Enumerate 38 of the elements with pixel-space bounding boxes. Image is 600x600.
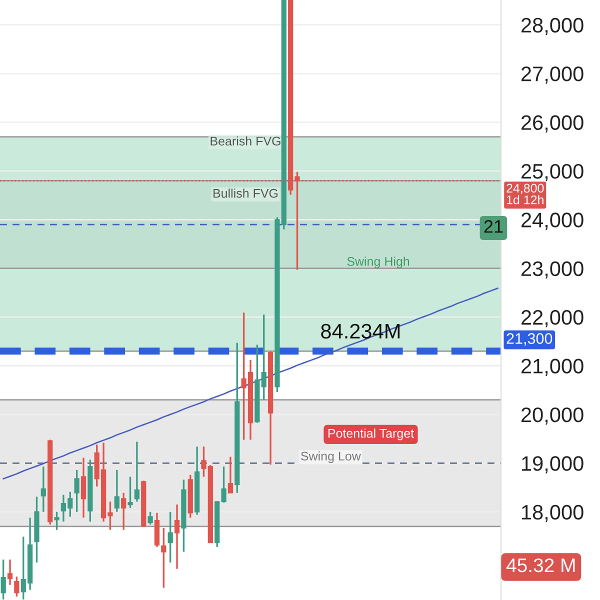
candlestick xyxy=(261,314,266,401)
y-tick-label: 27,000 xyxy=(521,66,584,84)
candlestick xyxy=(161,527,166,589)
candlestick xyxy=(80,456,86,519)
candlestick xyxy=(54,511,60,531)
y-tick-label: 22,000 xyxy=(521,310,584,328)
y-tick-label: 21,000 xyxy=(521,358,584,376)
y-tick-label: 26,000 xyxy=(521,115,584,132)
candlestick xyxy=(228,456,234,494)
annotation: 21 xyxy=(484,220,503,233)
candlestick xyxy=(74,469,80,513)
annotation: Bearish FVG xyxy=(210,136,280,146)
candlestick xyxy=(40,466,46,513)
y-tick-label: 23,000 xyxy=(521,261,584,279)
y-tick-label: 18,000 xyxy=(522,504,584,522)
candlestick xyxy=(168,511,173,564)
candlestick xyxy=(114,469,120,513)
y-tick-label: 20,000 xyxy=(521,407,584,425)
annotation: Potential Target xyxy=(328,428,414,440)
candlestick xyxy=(174,504,180,570)
ref-line-label: 21,300 xyxy=(506,333,552,346)
y-tick-label: 25,000 xyxy=(521,164,584,182)
candlestick xyxy=(0,558,6,600)
annotation: Swing Low xyxy=(301,451,361,464)
y-tick-label: 19,000 xyxy=(522,456,584,474)
candlestick xyxy=(121,492,126,531)
line-series xyxy=(2,288,498,480)
candlestick xyxy=(14,576,20,598)
text: 45.32 M xyxy=(506,558,575,572)
candlestick xyxy=(7,558,13,586)
annotation: Swing High xyxy=(347,256,410,268)
candlestick xyxy=(148,511,153,526)
y-tick-label: 24,000 xyxy=(521,212,584,230)
y-tick-label: 28,000 xyxy=(521,18,584,36)
annotation: Bullish FVG xyxy=(214,188,278,198)
candlestick xyxy=(128,476,133,509)
candlestick xyxy=(134,440,140,502)
ref-line-label: 24,800 1d 12h xyxy=(506,184,544,204)
